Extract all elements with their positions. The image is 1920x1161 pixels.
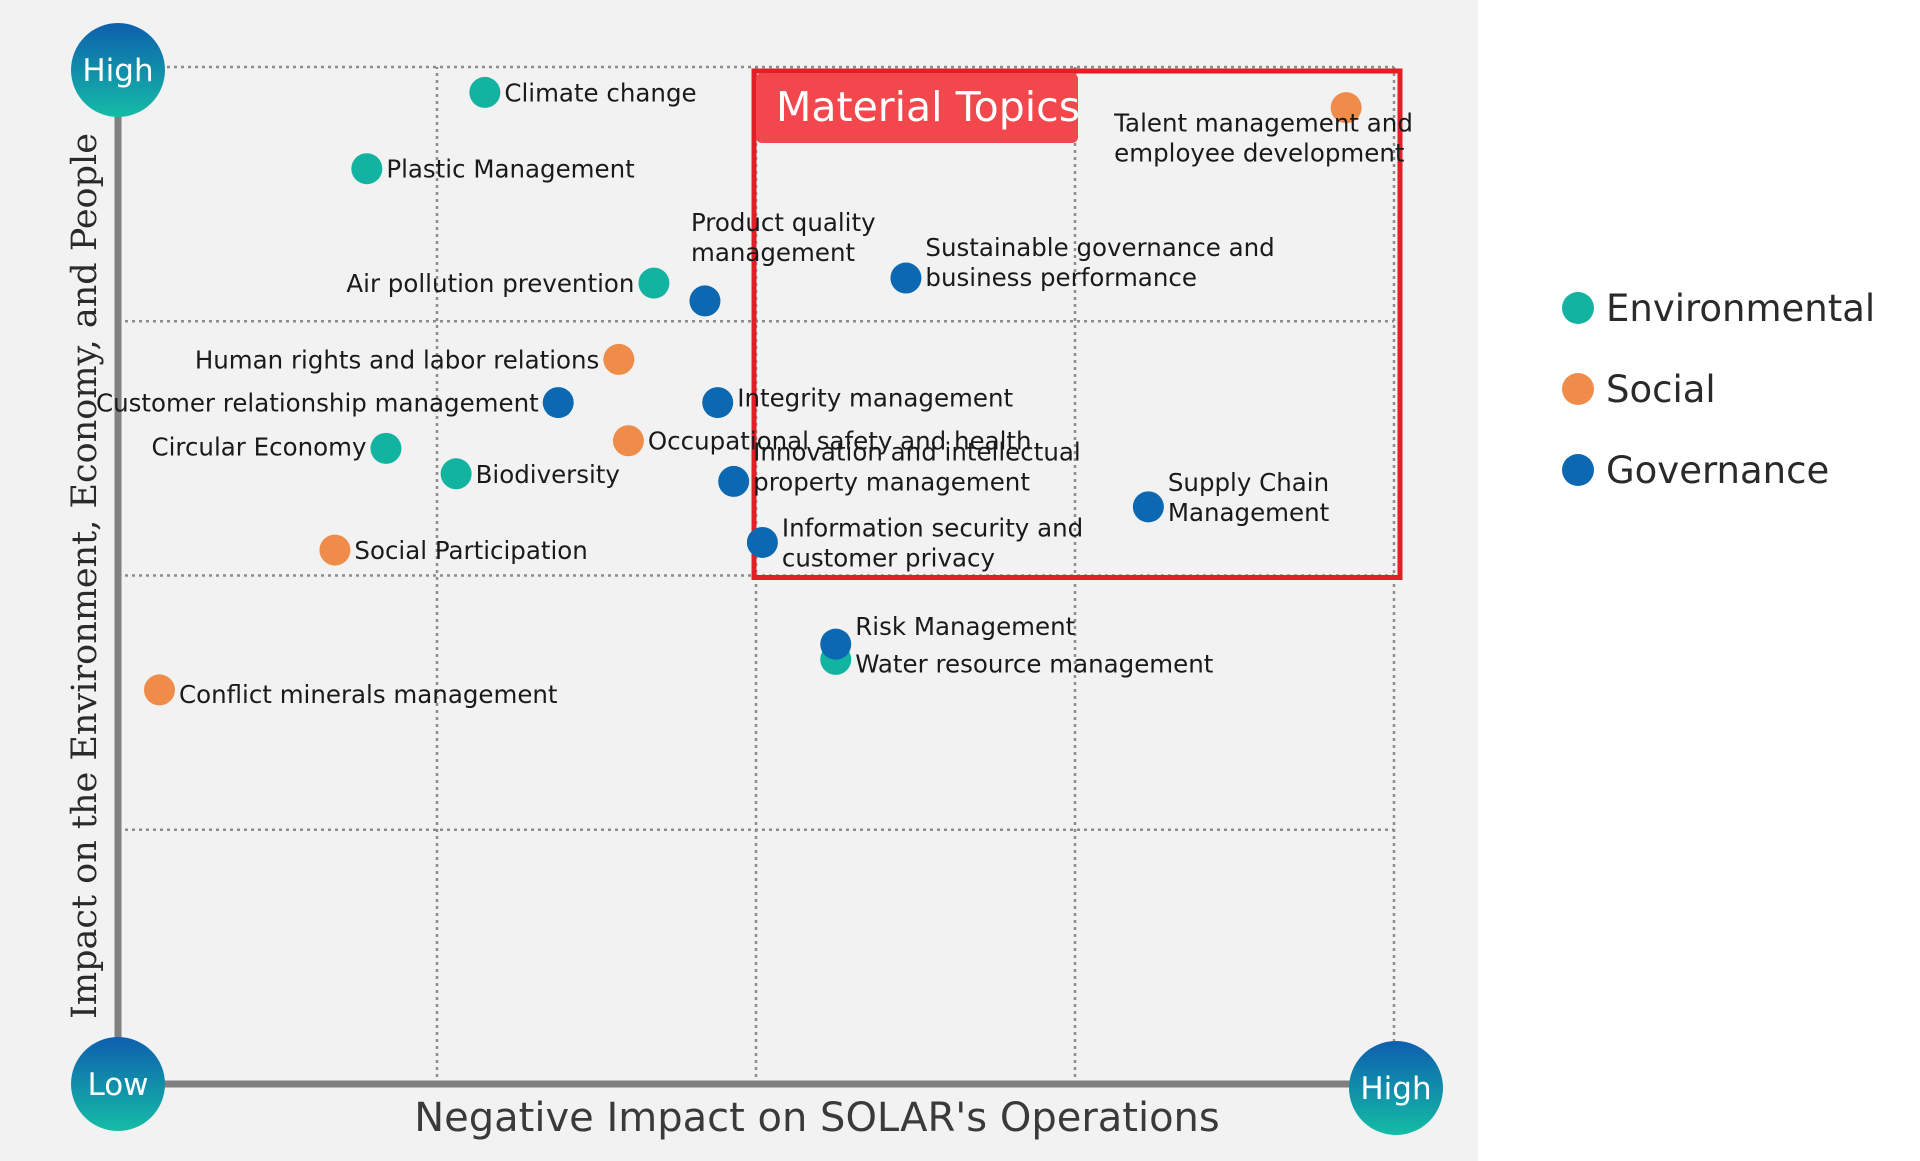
point-social-participation: Social Participation — [319, 534, 588, 566]
point-marker — [689, 285, 721, 317]
point-label: Integrity management — [737, 384, 1013, 413]
point-label: Air pollution prevention — [346, 269, 634, 298]
point-risk-management: Risk Management — [820, 612, 1076, 660]
legend-label: Social — [1606, 368, 1716, 411]
point-label: Innovation and intellectual — [753, 437, 1081, 466]
point-occupational-safety-and-health: Occupational safety and health — [612, 425, 1032, 457]
point-marker — [612, 425, 644, 457]
point-label: Information security and — [782, 513, 1083, 542]
point-marker — [718, 465, 750, 497]
material-topics-label: Material Topics — [776, 83, 1080, 131]
point-marker — [1330, 92, 1362, 124]
legend-swatch — [1562, 454, 1594, 486]
point-label: Sustainable governance and — [925, 233, 1274, 262]
data-points: Climate change Plastic Management Air poll… — [96, 76, 1413, 709]
point-label: Risk Management — [855, 612, 1075, 641]
point-marker — [351, 153, 383, 185]
legend-swatch — [1562, 373, 1594, 405]
point-label: Biodiversity — [476, 460, 620, 489]
point-plastic-management: Plastic Management — [351, 153, 635, 185]
legend-swatch — [1562, 292, 1594, 324]
legend-item-governance: Governance — [1562, 449, 1829, 492]
point-integrity-management: Integrity management — [702, 384, 1013, 419]
material-topics-area: Material Topics — [751, 68, 1403, 580]
material-topics-tag — [756, 73, 1078, 143]
point-label: Supply Chain — [1168, 468, 1329, 497]
point-label: customer privacy — [782, 543, 995, 572]
point-marker — [370, 432, 402, 464]
point-label: Social Participation — [354, 536, 587, 565]
point-label: Occupational safety and health — [648, 427, 1032, 456]
point-conflict-minerals-management: Conflict minerals management — [143, 674, 558, 709]
point-marker — [603, 343, 635, 375]
point-air-pollution-prevention: Air pollution prevention — [346, 267, 670, 299]
legend-item-social: Social — [1562, 368, 1716, 411]
y-axis-high-marker-circle — [71, 23, 165, 117]
legend-label: Governance — [1606, 449, 1829, 492]
point-biodiversity: Biodiversity — [440, 458, 620, 490]
y-axis-high-marker-label: High — [82, 53, 153, 89]
point-marker — [1132, 491, 1164, 523]
point-human-rights-and-labor-relations: Human rights and labor relations — [195, 343, 635, 375]
legend-label: Environmental — [1606, 287, 1875, 330]
point-marker — [702, 387, 734, 419]
point-climate-change: Climate change — [469, 76, 697, 108]
point-label: management — [691, 238, 856, 267]
material-topics-box — [751, 68, 1403, 580]
point-marker — [890, 262, 922, 294]
point-marker — [469, 76, 501, 108]
point-label: Conflict minerals management — [179, 680, 558, 709]
point-label: employee development — [1114, 139, 1405, 168]
axes: Negative Impact on SOLAR's Operations Imp… — [65, 78, 1400, 1141]
point-marker — [143, 674, 175, 706]
point-marker — [542, 387, 574, 419]
x-axis-title: Negative Impact on SOLAR's Operations — [414, 1095, 1220, 1141]
point-label: Customer relationship management — [96, 389, 539, 418]
point-circular-economy: Circular Economy — [152, 432, 402, 464]
point-label: Circular Economy — [152, 432, 367, 461]
point-label: Plastic Management — [386, 155, 635, 184]
point-label: business performance — [925, 263, 1196, 292]
point-label: Management — [1168, 498, 1330, 527]
origin-low-marker-label: Low — [87, 1067, 148, 1103]
point-marker — [746, 526, 778, 558]
y-axis-title: Impact on the Environment, Economy, and … — [65, 133, 105, 1019]
point-label: Product quality — [691, 208, 876, 237]
corner-markers: High Low High — [71, 23, 1443, 1135]
point-marker — [638, 267, 670, 299]
origin-low-marker-circle — [71, 1037, 165, 1131]
point-marker — [440, 458, 472, 490]
legend-item-environmental: Environmental — [1562, 287, 1875, 330]
point-label: Water resource management — [855, 649, 1213, 678]
point-marker — [820, 628, 852, 660]
x-axis-high-marker-label: High — [1360, 1071, 1431, 1107]
point-water-resource-management: Water resource management — [820, 643, 1214, 678]
legend: Environmental Social Governance — [1562, 287, 1875, 492]
point-label: Climate change — [504, 78, 696, 107]
plot-background — [0, 0, 1478, 1161]
x-axis-high-marker-circle — [1349, 1041, 1443, 1135]
point-label: Human rights and labor relations — [195, 345, 600, 374]
point-marker — [319, 534, 351, 566]
point-customer-relationship-management: Customer relationship management — [96, 387, 574, 419]
point-label: Talent management and — [1113, 109, 1413, 138]
point-label: property management — [753, 467, 1030, 496]
